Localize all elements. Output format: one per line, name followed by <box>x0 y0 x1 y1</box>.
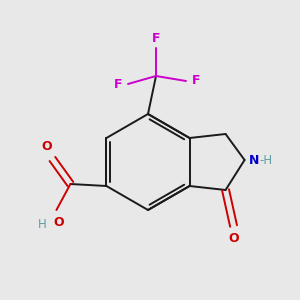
Text: N: N <box>249 154 259 166</box>
Text: F: F <box>192 74 200 88</box>
Text: F: F <box>114 77 122 91</box>
Text: O: O <box>41 140 52 154</box>
Text: -H: -H <box>260 154 273 166</box>
Text: F: F <box>152 32 160 44</box>
Text: O: O <box>53 215 64 229</box>
Text: O: O <box>228 232 239 244</box>
Text: H: H <box>38 218 47 230</box>
